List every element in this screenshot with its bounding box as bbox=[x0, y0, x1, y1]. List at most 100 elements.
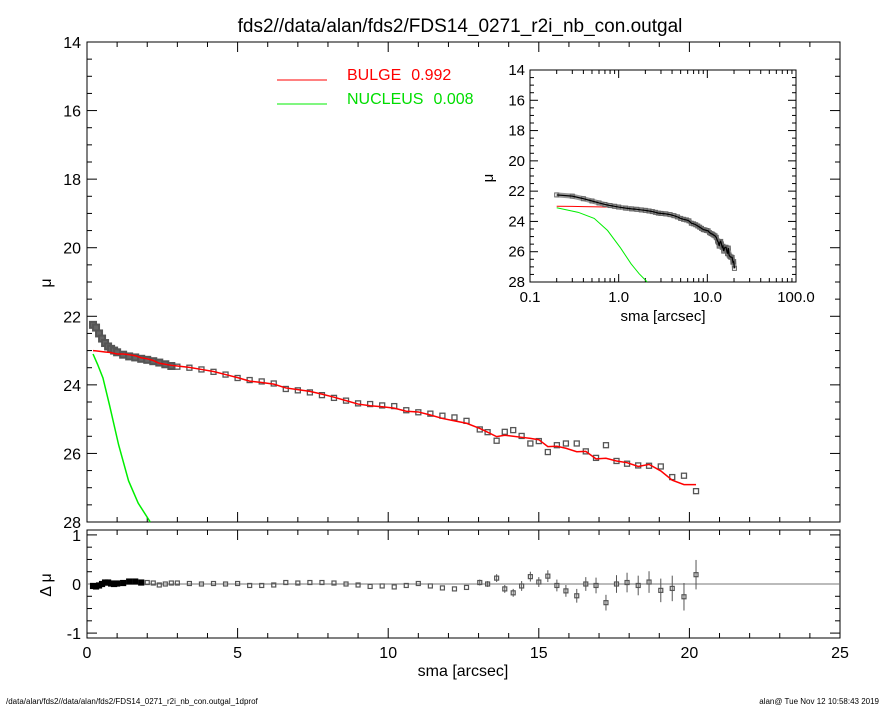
footer-file-path: /data/alan/fds2//data/alan/fds2/FDS14_02… bbox=[6, 697, 259, 706]
data-point bbox=[493, 437, 500, 444]
residual-point bbox=[259, 582, 265, 589]
inset-y-tick-label: 26 bbox=[508, 244, 525, 261]
y-tick-label: 20 bbox=[63, 241, 81, 258]
residual-point bbox=[138, 579, 145, 586]
x-tick-label: 0 bbox=[83, 645, 92, 662]
inset-panel: 0.1 1.0 10.0 100.0 14 16 18 20 22 24 26 28 bbox=[508, 62, 814, 306]
inset-x-tick-label: 100.0 bbox=[777, 289, 815, 306]
x-tick-label: 5 bbox=[233, 645, 242, 662]
residual-point bbox=[681, 594, 687, 600]
legend-bulge-label: BULGE 0.992 bbox=[347, 67, 451, 84]
y-tick-label: 24 bbox=[63, 378, 81, 395]
residual-point bbox=[343, 581, 349, 587]
residual-point bbox=[391, 584, 397, 590]
data-point bbox=[379, 402, 386, 409]
y-axis-label: μ bbox=[38, 278, 55, 287]
x-axis-label: sma [arcsec] bbox=[418, 663, 509, 680]
residual-y-axis-label: Δ μ bbox=[38, 573, 55, 596]
residual-point bbox=[502, 586, 508, 592]
residual-point bbox=[162, 581, 168, 587]
y-tick-label: 18 bbox=[63, 172, 81, 189]
residual-point bbox=[494, 575, 500, 581]
residual-point bbox=[210, 580, 217, 587]
bulge-model-line bbox=[92, 349, 697, 486]
data-point bbox=[451, 414, 458, 421]
residual-point bbox=[144, 579, 150, 586]
inset-y-tick-label: 24 bbox=[508, 213, 525, 230]
residual-point bbox=[319, 579, 325, 586]
inset-y-tick-label: 20 bbox=[508, 153, 525, 170]
data-point bbox=[527, 440, 534, 447]
residual-point bbox=[593, 582, 599, 589]
residual-point bbox=[603, 600, 609, 606]
residual-point bbox=[120, 579, 127, 587]
residual-point bbox=[126, 578, 133, 585]
residual-point bbox=[669, 585, 675, 592]
inset-y-tick-label: 22 bbox=[508, 183, 525, 200]
residual-y-tick-label: 0 bbox=[72, 577, 81, 594]
data-point bbox=[510, 426, 517, 434]
residual-point bbox=[150, 580, 156, 586]
residual-point bbox=[156, 582, 162, 588]
residual-point bbox=[527, 574, 533, 580]
data-point bbox=[602, 442, 610, 449]
residual-point bbox=[658, 587, 664, 593]
x-tick-label: 15 bbox=[530, 645, 548, 662]
legend: BULGE 0.992 NUCLEUS 0.008 bbox=[277, 67, 474, 108]
residual-point bbox=[295, 580, 301, 586]
x-tick-label: 25 bbox=[831, 645, 849, 662]
residual-point bbox=[693, 572, 699, 578]
data-point bbox=[501, 428, 508, 435]
residual-y-tick-label: -1 bbox=[67, 626, 81, 643]
residual-point bbox=[563, 588, 569, 594]
inset-x-tick-label: 10.0 bbox=[693, 289, 722, 306]
data-point bbox=[692, 487, 700, 495]
residual-point bbox=[168, 580, 174, 586]
inset-y-tick-label: 28 bbox=[508, 274, 525, 291]
chart-title: fds2//data/alan/fds2/FDS14_0271_r2i_nb_c… bbox=[238, 16, 683, 37]
residual-point bbox=[574, 593, 580, 599]
inset-y-axis-label: μ bbox=[480, 174, 497, 183]
residual-point bbox=[427, 583, 433, 589]
inset-nucleus-line bbox=[556, 207, 648, 283]
residual-point bbox=[635, 582, 641, 589]
residual-point bbox=[379, 583, 385, 589]
residual-point bbox=[583, 581, 589, 587]
footer-user-timestamp: alan@ Tue Nov 12 10:58:43 2019 bbox=[759, 697, 879, 706]
residual-point bbox=[451, 586, 458, 592]
y-tick-label: 16 bbox=[63, 104, 81, 121]
residual-point bbox=[271, 582, 277, 588]
data-point bbox=[544, 448, 551, 456]
legend-nucleus-label: NUCLEUS 0.008 bbox=[347, 91, 474, 108]
data-point bbox=[518, 432, 525, 440]
y-tick-label: 26 bbox=[63, 446, 81, 463]
inset-data-line bbox=[556, 194, 736, 269]
residual-point bbox=[510, 590, 516, 596]
residual-point bbox=[235, 580, 241, 587]
residual-point bbox=[307, 579, 313, 586]
residual-point bbox=[355, 582, 361, 588]
data-point bbox=[553, 442, 561, 449]
residual-point bbox=[439, 585, 446, 591]
residual-point bbox=[331, 580, 337, 586]
residual-y-tick-label: 1 bbox=[72, 528, 81, 545]
y-tick-label: 28 bbox=[63, 515, 81, 532]
data-point bbox=[680, 472, 688, 479]
inset-x-axis-label: sma [arcsec] bbox=[620, 308, 705, 325]
main-panel: 14 16 18 20 22 24 26 28 bbox=[63, 35, 841, 532]
residual-point bbox=[463, 584, 470, 591]
residual-point bbox=[367, 583, 373, 590]
data-point bbox=[484, 429, 491, 436]
residual-point bbox=[624, 579, 630, 586]
data-point bbox=[573, 440, 580, 447]
inset-y-tick-label: 14 bbox=[508, 62, 525, 79]
residual-point bbox=[198, 581, 205, 587]
residual-point bbox=[174, 580, 180, 586]
residual-point bbox=[415, 580, 421, 587]
residual-point bbox=[114, 580, 121, 587]
y-tick-label: 14 bbox=[63, 35, 81, 52]
residual-point bbox=[222, 581, 229, 587]
inset-y-tick-label: 16 bbox=[508, 92, 525, 109]
